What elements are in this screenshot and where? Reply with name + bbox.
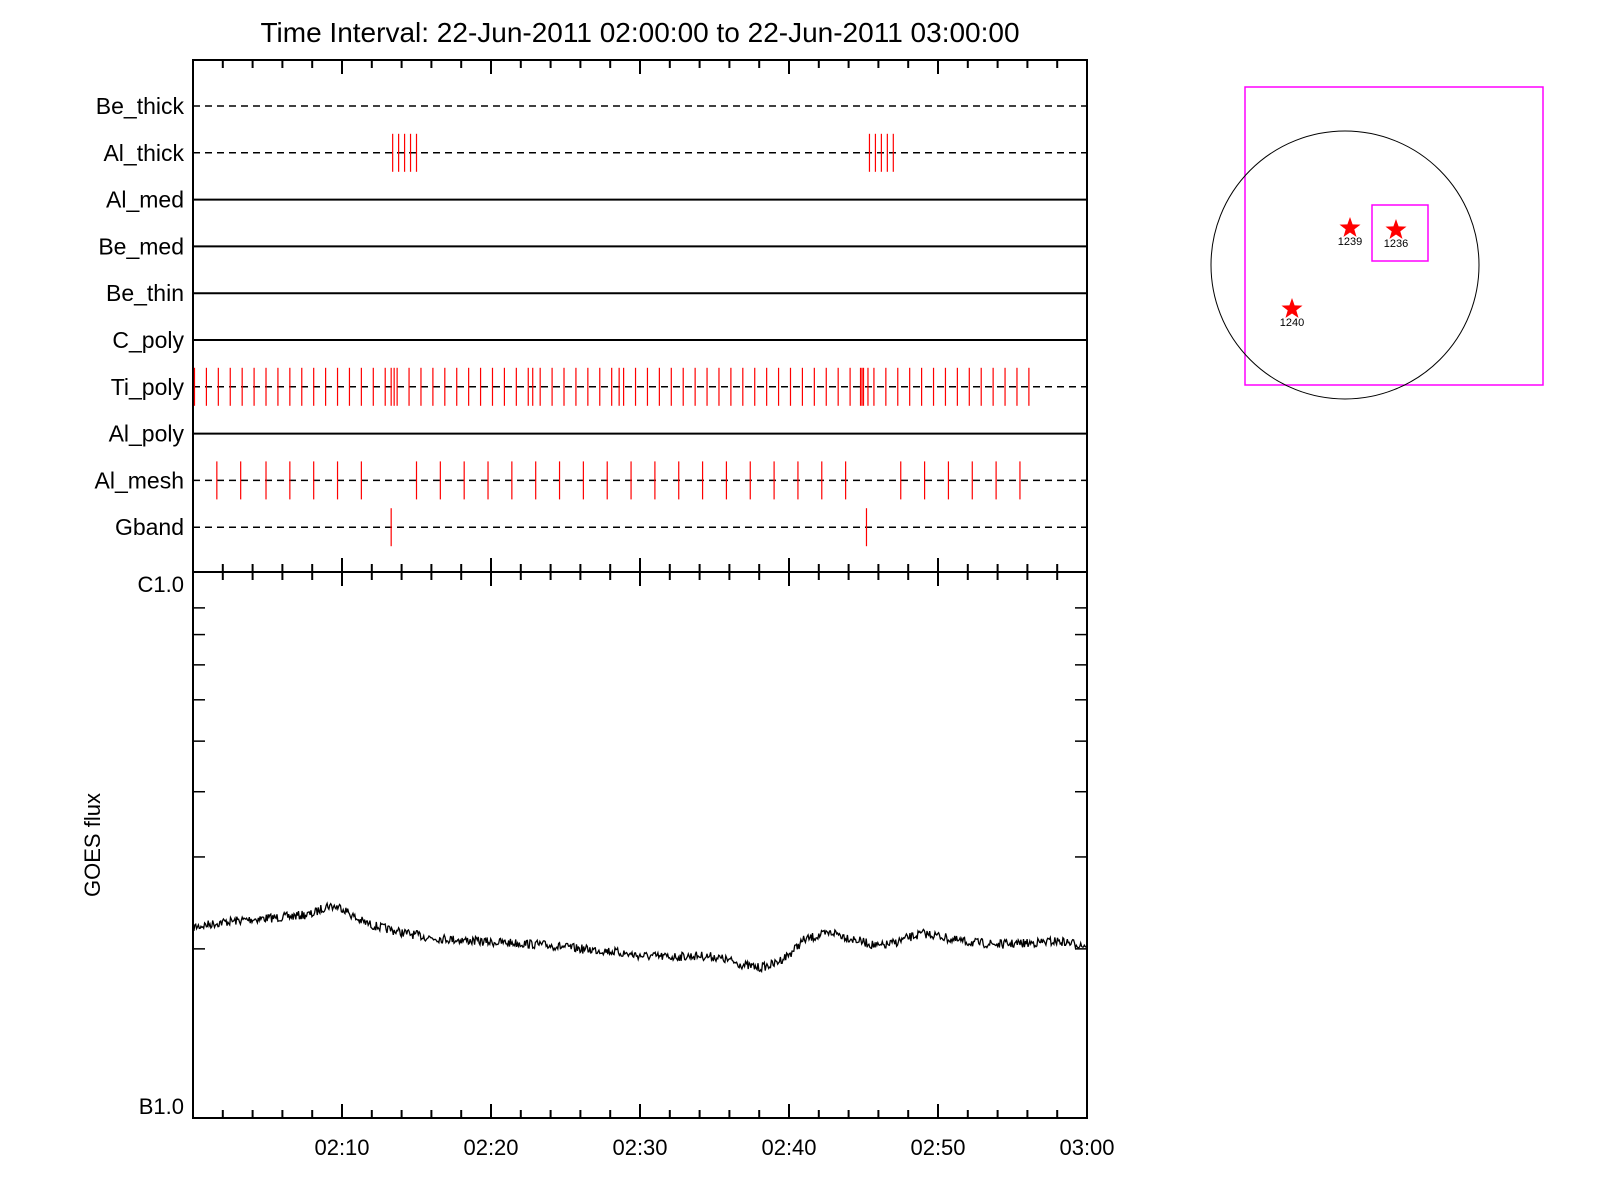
flux-frame [192,571,1088,1119]
row-label: Be_med [98,233,184,259]
filter-timeline-panel: Be_thick Al_thick Al_med Be_med Be_thin C_pol… [95,59,1088,573]
flux-series-line [192,901,1087,974]
region-star-icon [1385,219,1407,239]
row-label: Al_poly [109,421,185,447]
row-label: Gband [115,514,184,540]
row-label: Al_thick [103,140,184,166]
x-tick-label: 02:30 [612,1135,667,1160]
active-region-box [1371,204,1429,262]
solar-disk [1210,130,1480,400]
y-tick-label: B1.0 [139,1094,184,1119]
x-tick-label: 02:20 [463,1135,518,1160]
row-label: Be_thick [96,93,185,119]
y-tick-label: C1.0 [138,572,184,597]
goes-flux-panel: C1.0B1.0 02:10 02:20 02:30 02:40 02:50 03:00 … [80,571,1115,1160]
region-label: 1239 [1338,236,1362,248]
region-star-icon [1281,298,1303,318]
region-label: 1240 [1280,317,1304,329]
region-star-icon [1339,217,1361,237]
x-tick-label: 02:40 [761,1135,816,1160]
y-axis-label: GOES flux [80,793,105,897]
x-tick-label: 02:50 [910,1135,965,1160]
row-label: Ti_poly [111,374,185,400]
chart-title: Time Interval: 22-Jun-2011 02:00:00 to 2… [260,17,1019,48]
x-tick-label: 02:10 [314,1135,369,1160]
region-label: 1236 [1384,238,1408,250]
timeline-frame [192,59,1088,573]
field-of-view-box [1244,86,1544,386]
row-label: Al_med [106,187,184,213]
row-label: C_poly [112,327,184,353]
solar-locator-panel: 1239 1236 1240 [1210,86,1544,400]
row-label: Al_mesh [95,467,184,493]
row-label: Be_thin [106,280,184,306]
x-tick-label: 03:00 [1059,1135,1114,1160]
